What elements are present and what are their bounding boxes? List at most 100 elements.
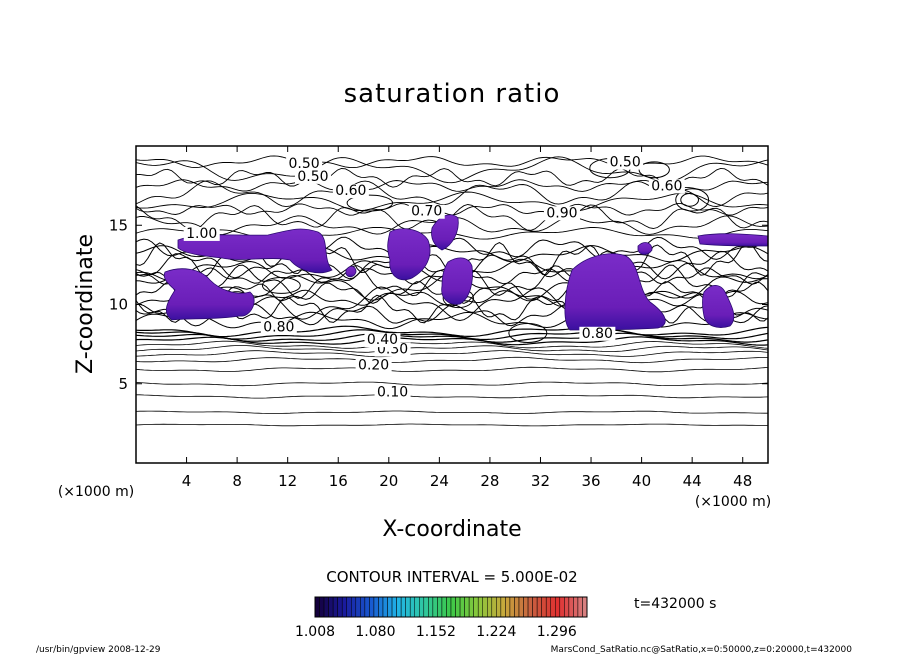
contour-line: [136, 340, 768, 349]
contour-interval-text: CONTOUR INTERVAL = 5.000E-02: [326, 568, 577, 586]
contour-line: [136, 366, 768, 373]
colorbar-cell: [355, 596, 361, 618]
contour-label: 0.50: [610, 155, 641, 171]
colorbar-cell: [328, 596, 334, 618]
contour-line: [136, 345, 768, 353]
colorbar-frame: [314, 596, 588, 618]
colorbar-cell: [432, 596, 438, 618]
colorbar-cell: [455, 596, 461, 618]
x-tick-label: 40: [632, 472, 651, 490]
colorbar-cell: [473, 596, 479, 618]
colorbar-cell: [450, 596, 456, 618]
contour-label: 0.70: [411, 204, 442, 220]
colorbar-cell: [360, 596, 366, 618]
shaded-region: [702, 285, 735, 328]
contour-label-bg: [579, 326, 616, 341]
x-tick-label: 44: [683, 472, 702, 490]
colorbar-tick-label: 1.224: [476, 624, 516, 640]
colorbar-cell: [555, 596, 561, 618]
contour-label: 1.00: [186, 226, 217, 242]
contour-label-bg: [543, 206, 580, 221]
colorbar-tick-label: 1.008: [295, 624, 335, 640]
x-tick-label: 4: [182, 472, 192, 490]
contour-label-bg: [607, 155, 644, 170]
colorbar-cell: [346, 596, 352, 618]
colorbar-cell: [459, 596, 465, 618]
colorbar-cell: [378, 596, 384, 618]
colorbar-cell: [477, 596, 483, 618]
colorbar-cell: [391, 596, 397, 618]
x-tick-label: 16: [329, 472, 348, 490]
x-tick-label: 28: [480, 472, 499, 490]
colorbar: [314, 596, 588, 618]
y-axis: 5 10 15: [109, 216, 768, 393]
colorbar-cell: [414, 596, 420, 618]
x-tick-label: 12: [278, 472, 297, 490]
colorbar-cell: [505, 596, 511, 618]
colorbar-labels: 1.008 1.080 1.152 1.224 1.296: [295, 624, 577, 640]
colorbar-cell: [496, 596, 502, 618]
colorbar-cell: [545, 596, 551, 618]
contour-label-bg: [374, 385, 411, 400]
chart-title: saturation ratio: [344, 79, 561, 109]
contour-line: [136, 356, 768, 364]
contour-eddy: [346, 194, 394, 212]
colorbar-cell: [577, 596, 583, 618]
colorbar-cell: [441, 596, 447, 618]
colorbar-cell: [541, 596, 547, 618]
contour-label: 0.10: [377, 384, 408, 400]
colorbar-cell: [536, 596, 542, 618]
x-tick-label: 8: [232, 472, 242, 490]
shaded-region: [637, 242, 653, 255]
contour-label: 0.20: [358, 357, 389, 373]
colorbar-cell: [559, 596, 565, 618]
colorbar-cell: [364, 596, 370, 618]
colorbar-cell: [582, 596, 588, 618]
y-tick-label: 5: [118, 375, 128, 393]
x-tick-label: 36: [581, 472, 600, 490]
y-tick-label: 15: [109, 216, 128, 234]
contour-eddy: [638, 161, 670, 179]
colorbar-cell: [491, 596, 497, 618]
colorbar-cell: [514, 596, 520, 618]
x-tick-label: 48: [733, 472, 752, 490]
contour-line: [136, 410, 768, 415]
colorbar-cell: [400, 596, 406, 618]
colorbar-cell: [527, 596, 533, 618]
shaded-region: [345, 266, 357, 278]
colorbar-cell: [409, 596, 415, 618]
contour-label-bg: [648, 179, 685, 194]
x-tick-label: 20: [379, 472, 398, 490]
x-axis-title: X-coordinate: [382, 517, 521, 542]
colorbar-cell: [500, 596, 506, 618]
footer-left: /usr/bin/gpview 2008-12-29: [36, 645, 161, 654]
colorbar-cell: [351, 596, 357, 618]
colorbar-cell: [573, 596, 579, 618]
colorbar-cell: [314, 596, 320, 618]
contour-label-bg: [364, 333, 401, 348]
y-tick-label: 10: [109, 296, 128, 314]
colorbar-cell: [437, 596, 443, 618]
contour-line: [136, 350, 768, 358]
contour-label-bg: [408, 204, 445, 219]
colorbar-tick-label: 1.080: [355, 624, 395, 640]
contour-label-bg: [294, 169, 331, 184]
colorbar-cell: [428, 596, 434, 618]
x-tick-label: 32: [531, 472, 550, 490]
shaded-region: [431, 214, 459, 251]
contour-line: [136, 244, 768, 263]
contour-label-bg: [286, 157, 323, 172]
colorbar-cell: [468, 596, 474, 618]
colorbar-cell: [419, 596, 425, 618]
colorbar-tick-label: 1.152: [416, 624, 456, 640]
colorbar-cell: [564, 596, 570, 618]
colorbar-cell: [337, 596, 343, 618]
shaded-region: [387, 228, 431, 281]
contour-label: 0.80: [263, 319, 294, 335]
contour-label: 0.60: [335, 183, 366, 199]
contour-line: [136, 311, 768, 330]
colorbar-cell: [387, 596, 393, 618]
contour-label: 0.40: [367, 332, 398, 348]
contour-label-group: 0.100.200.300.400.500.500.500.60 0.600.70…: [183, 155, 685, 400]
